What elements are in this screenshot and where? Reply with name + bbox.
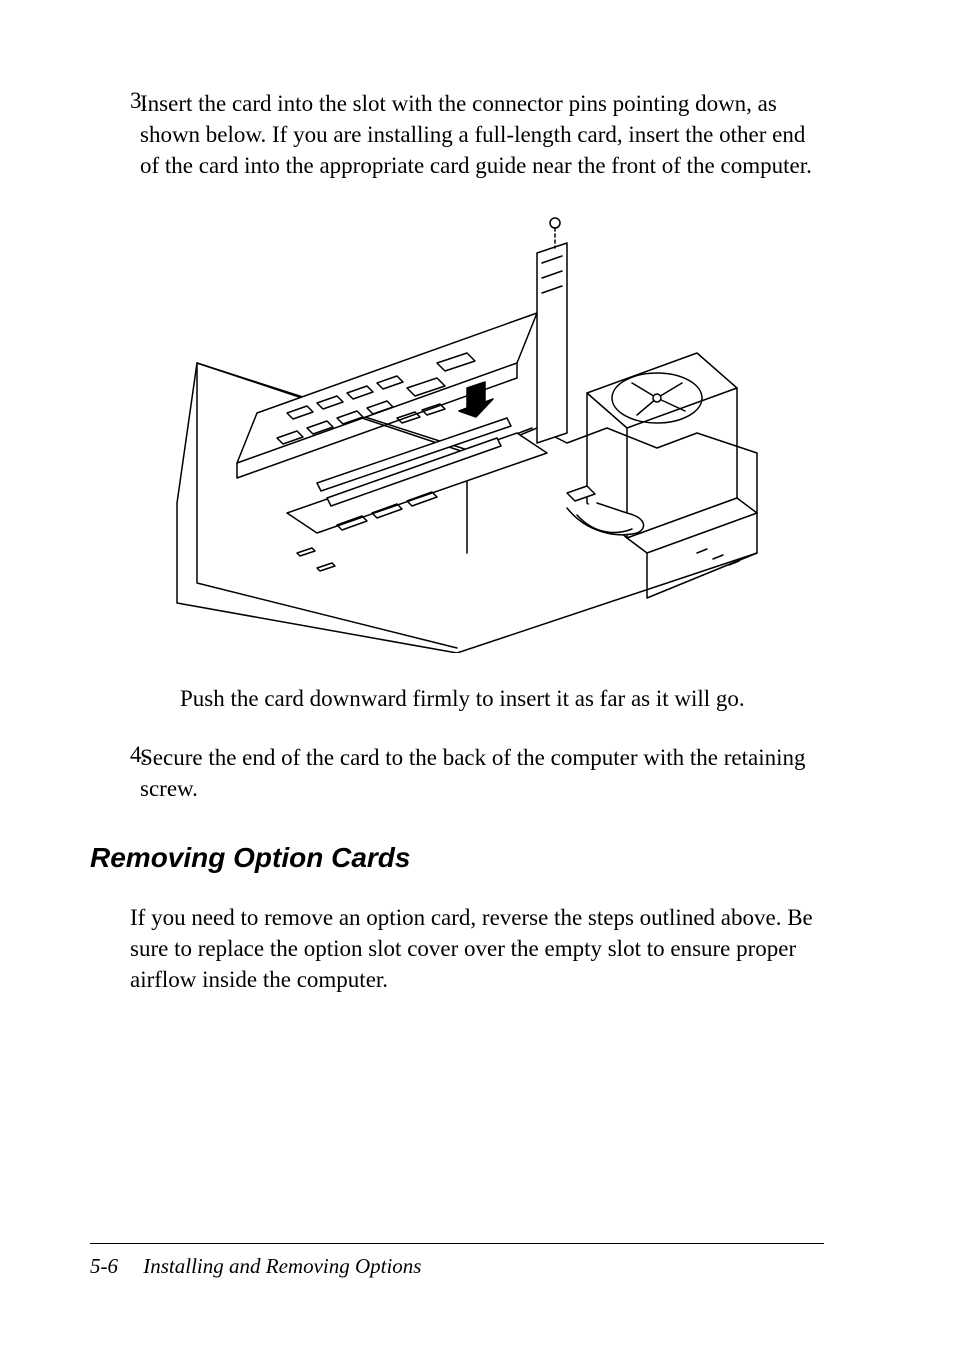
page-footer: 5-6 Installing and Removing Options (90, 1243, 824, 1279)
step-4-number: 4. (90, 742, 140, 804)
section-body: If you need to remove an option card, re… (130, 902, 824, 995)
document-page: 3. Insert the card into the slot with th… (0, 0, 954, 1349)
step-3-number: 3. (90, 88, 140, 181)
footer-rule (90, 1243, 824, 1244)
page-number: 5-6 (90, 1254, 118, 1278)
card-insert-illustration (137, 203, 777, 653)
step-3-continuation: Push the card downward firmly to insert … (180, 683, 824, 714)
step-3-item: 3. Insert the card into the slot with th… (90, 88, 824, 181)
step-3-text: Insert the card into the slot with the c… (140, 88, 824, 181)
step-4-text: Secure the end of the card to the back o… (140, 742, 824, 804)
footer-text: 5-6 Installing and Removing Options (90, 1254, 824, 1279)
chapter-title: Installing and Removing Options (143, 1254, 421, 1278)
section-heading: Removing Option Cards (90, 842, 824, 874)
step-4-item: 4. Secure the end of the card to the bac… (90, 742, 824, 804)
